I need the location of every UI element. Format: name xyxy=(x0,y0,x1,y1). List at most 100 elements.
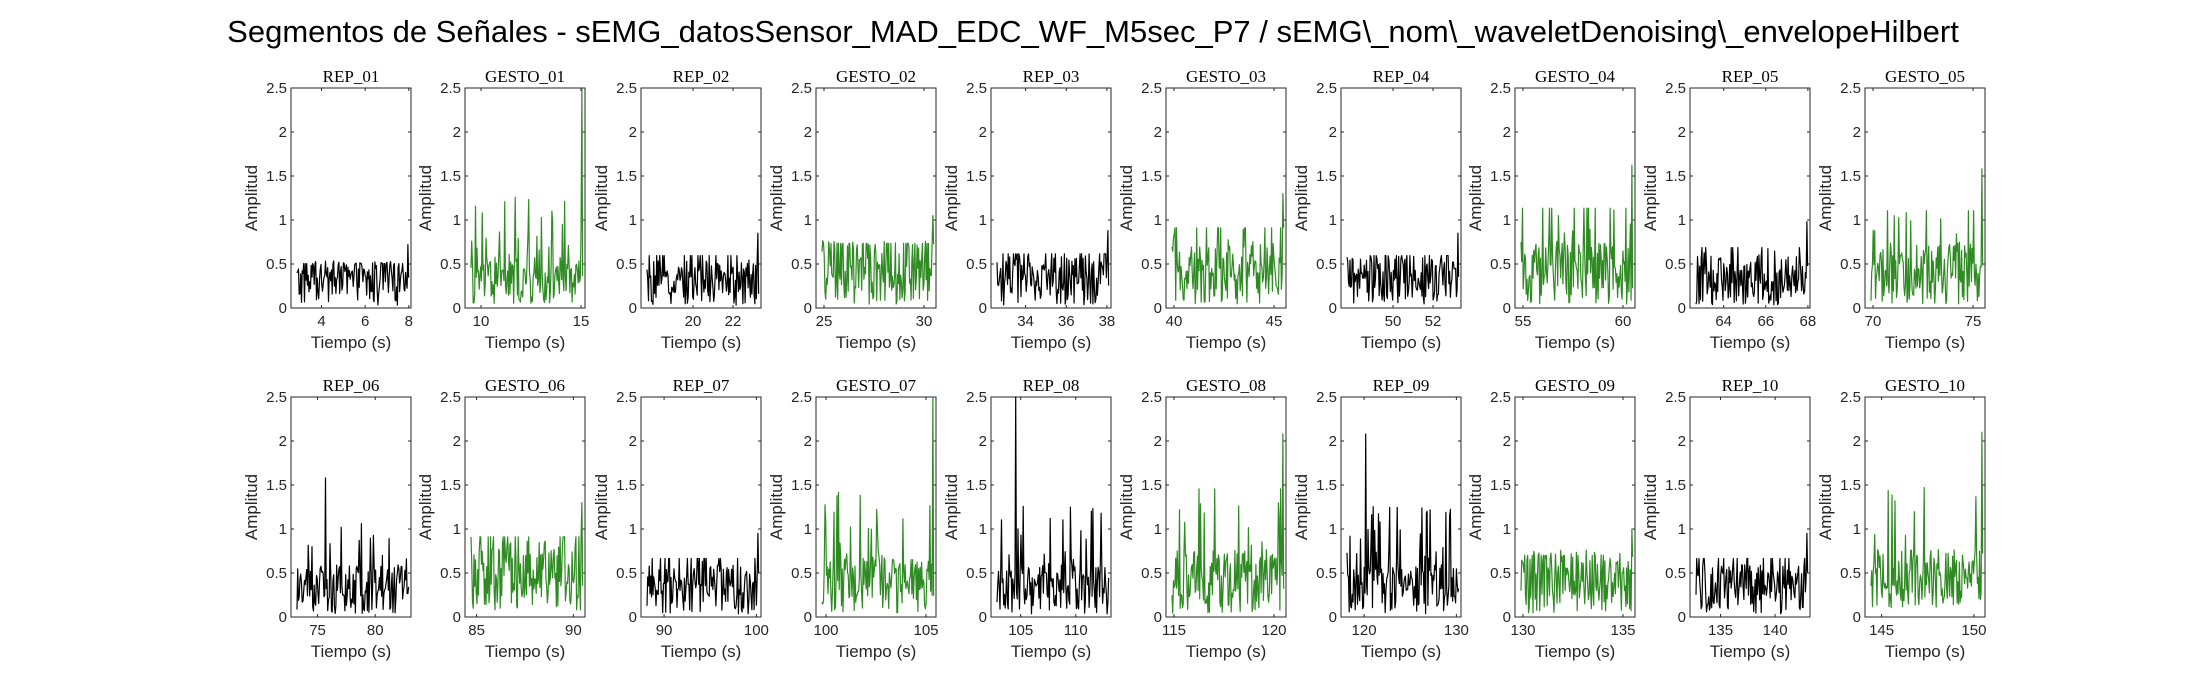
y-tick-label: 1 xyxy=(279,212,287,229)
x-tick-label: 105 xyxy=(1008,622,1033,639)
panel-title: REP_05 xyxy=(1722,67,1779,86)
panel-rep_08: 0 0.5 1 1.5 2 2.5 105 110 REP_08 Tiempo (s) Amplit… xyxy=(942,376,1112,661)
y-tick-label: 0.5 xyxy=(616,565,637,582)
x-tick-label: 10 xyxy=(473,313,490,330)
x-tick-label: 145 xyxy=(1869,622,1894,639)
panel-title: GESTO_01 xyxy=(485,67,565,86)
y-tick-label: 1.5 xyxy=(440,477,461,494)
y-axis-label: Amplitud xyxy=(767,474,786,540)
x-tick-label: 120 xyxy=(1352,622,1377,639)
y-tick-label: 0.5 xyxy=(1490,256,1511,273)
panel-rep_02: 0 0.5 1 1.5 2 2.5 20 22 REP_02 Tiempo (s) Amplitud xyxy=(592,67,762,352)
y-tick-label: 2 xyxy=(453,124,461,141)
x-tick-label: 40 xyxy=(1166,313,1183,330)
x-tick-label: 15 xyxy=(573,313,590,330)
y-tick-label: 1 xyxy=(279,521,287,538)
panel-title: GESTO_10 xyxy=(1885,376,1965,395)
y-tick-label: 0.5 xyxy=(1490,565,1511,582)
y-tick-label: 0 xyxy=(1329,300,1337,317)
panel-rep_04: 0 0.5 1 1.5 2 2.5 50 52 REP_04 Tiempo (s) Amplitud xyxy=(1292,67,1462,352)
x-tick-label: 22 xyxy=(725,313,742,330)
x-tick-label: 130 xyxy=(1510,622,1535,639)
x-tick-label: 135 xyxy=(1610,622,1635,639)
y-tick-label: 0.5 xyxy=(1316,565,1337,582)
y-axis-label: Amplitud xyxy=(592,165,611,231)
x-axis-label: Tiempo (s) xyxy=(1535,642,1616,661)
panel-title: REP_02 xyxy=(673,67,730,86)
x-tick-label: 6 xyxy=(361,313,369,330)
y-tick-label: 1 xyxy=(1503,212,1511,229)
y-tick-label: 2.5 xyxy=(966,389,987,406)
y-tick-label: 2 xyxy=(1503,433,1511,450)
x-axis-label: Tiempo (s) xyxy=(1361,642,1442,661)
panel-title: REP_04 xyxy=(1373,67,1430,86)
y-tick-label: 2.5 xyxy=(1665,80,1686,97)
panel-rep_07: 0 0.5 1 1.5 2 2.5 90 100 REP_07 Tiempo (s) Amplitu… xyxy=(592,376,769,661)
x-axis-label: Tiempo (s) xyxy=(1186,642,1267,661)
y-tick-label: 0 xyxy=(979,300,987,317)
panel-title: GESTO_02 xyxy=(836,67,916,86)
x-axis-label: Tiempo (s) xyxy=(311,642,392,661)
x-tick-label: 75 xyxy=(309,622,326,639)
y-tick-label: 0 xyxy=(279,609,287,626)
y-tick-label: 1 xyxy=(629,521,637,538)
y-tick-label: 0.5 xyxy=(616,256,637,273)
x-tick-label: 105 xyxy=(913,622,938,639)
y-tick-label: 2.5 xyxy=(266,389,287,406)
y-tick-label: 0.5 xyxy=(266,565,287,582)
x-tick-label: 36 xyxy=(1058,313,1075,330)
y-tick-label: 2.5 xyxy=(616,80,637,97)
y-tick-label: 1 xyxy=(1329,521,1337,538)
x-tick-label: 68 xyxy=(1800,313,1817,330)
y-axis-label: Amplitud xyxy=(1641,474,1660,540)
y-tick-label: 2 xyxy=(279,433,287,450)
panel-title: REP_03 xyxy=(1023,67,1080,86)
y-tick-label: 2 xyxy=(629,433,637,450)
y-tick-label: 2.5 xyxy=(966,80,987,97)
y-tick-label: 2.5 xyxy=(791,389,812,406)
y-tick-label: 0.5 xyxy=(966,256,987,273)
x-axis-label: Tiempo (s) xyxy=(1535,333,1616,352)
x-tick-label: 45 xyxy=(1266,313,1283,330)
y-axis-label: Amplitud xyxy=(1292,474,1311,540)
panel-rep_01: 0 0.5 1 1.5 2 2.5 4 6 8 REP_01 Tiempo (s) Amplitud xyxy=(242,67,413,352)
y-tick-label: 1.5 xyxy=(1665,168,1686,185)
x-axis-label: Tiempo (s) xyxy=(836,642,917,661)
y-tick-label: 0.5 xyxy=(966,565,987,582)
y-tick-label: 1.5 xyxy=(1141,477,1162,494)
y-axis-label: Amplitud xyxy=(1117,474,1136,540)
panel-rep_09: 0 0.5 1 1.5 2 2.5 120 130 REP_09 Tiempo (s) Amplit… xyxy=(1292,376,1469,661)
signal-trace-rep xyxy=(1346,232,1460,305)
x-tick-label: 20 xyxy=(685,313,702,330)
y-tick-label: 1 xyxy=(1154,212,1162,229)
x-tick-label: 140 xyxy=(1763,622,1788,639)
x-axis-label: Tiempo (s) xyxy=(485,642,566,661)
signal-trace-gesto xyxy=(1870,431,1984,609)
y-tick-label: 0 xyxy=(279,300,287,317)
x-tick-label: 110 xyxy=(1064,622,1088,639)
panel-rep_05: 0 0.5 1 1.5 2 2.5 64 66 68 REP_05 Tiempo (s) Amplit… xyxy=(1641,67,1816,352)
panel-title: GESTO_04 xyxy=(1535,67,1615,86)
x-tick-label: 90 xyxy=(656,622,673,639)
y-tick-label: 0 xyxy=(453,609,461,626)
y-tick-label: 1.5 xyxy=(1840,477,1861,494)
y-axis-label: Amplitud xyxy=(416,165,435,231)
signal-trace-gesto xyxy=(1520,528,1634,614)
y-tick-label: 1 xyxy=(979,212,987,229)
x-tick-label: 115 xyxy=(1162,622,1186,639)
y-tick-label: 1.5 xyxy=(440,168,461,185)
panel-title: GESTO_03 xyxy=(1186,67,1266,86)
signal-trace-rep xyxy=(996,230,1110,306)
y-tick-label: 0 xyxy=(1503,300,1511,317)
y-tick-label: 2 xyxy=(1154,433,1162,450)
y-tick-label: 0 xyxy=(1154,300,1162,317)
y-tick-label: 1.5 xyxy=(266,477,287,494)
y-tick-label: 2 xyxy=(279,124,287,141)
panel-gesto_10: 0 0.5 1 1.5 2 2.5 145 150 GESTO_10 Tiempo (s) Ampl… xyxy=(1816,376,1986,661)
y-tick-label: 1.5 xyxy=(791,477,812,494)
y-tick-label: 2.5 xyxy=(1141,80,1162,97)
x-axis-label: Tiempo (s) xyxy=(1011,642,1092,661)
x-tick-label: 70 xyxy=(1865,313,1882,330)
y-tick-label: 0 xyxy=(1853,609,1861,626)
